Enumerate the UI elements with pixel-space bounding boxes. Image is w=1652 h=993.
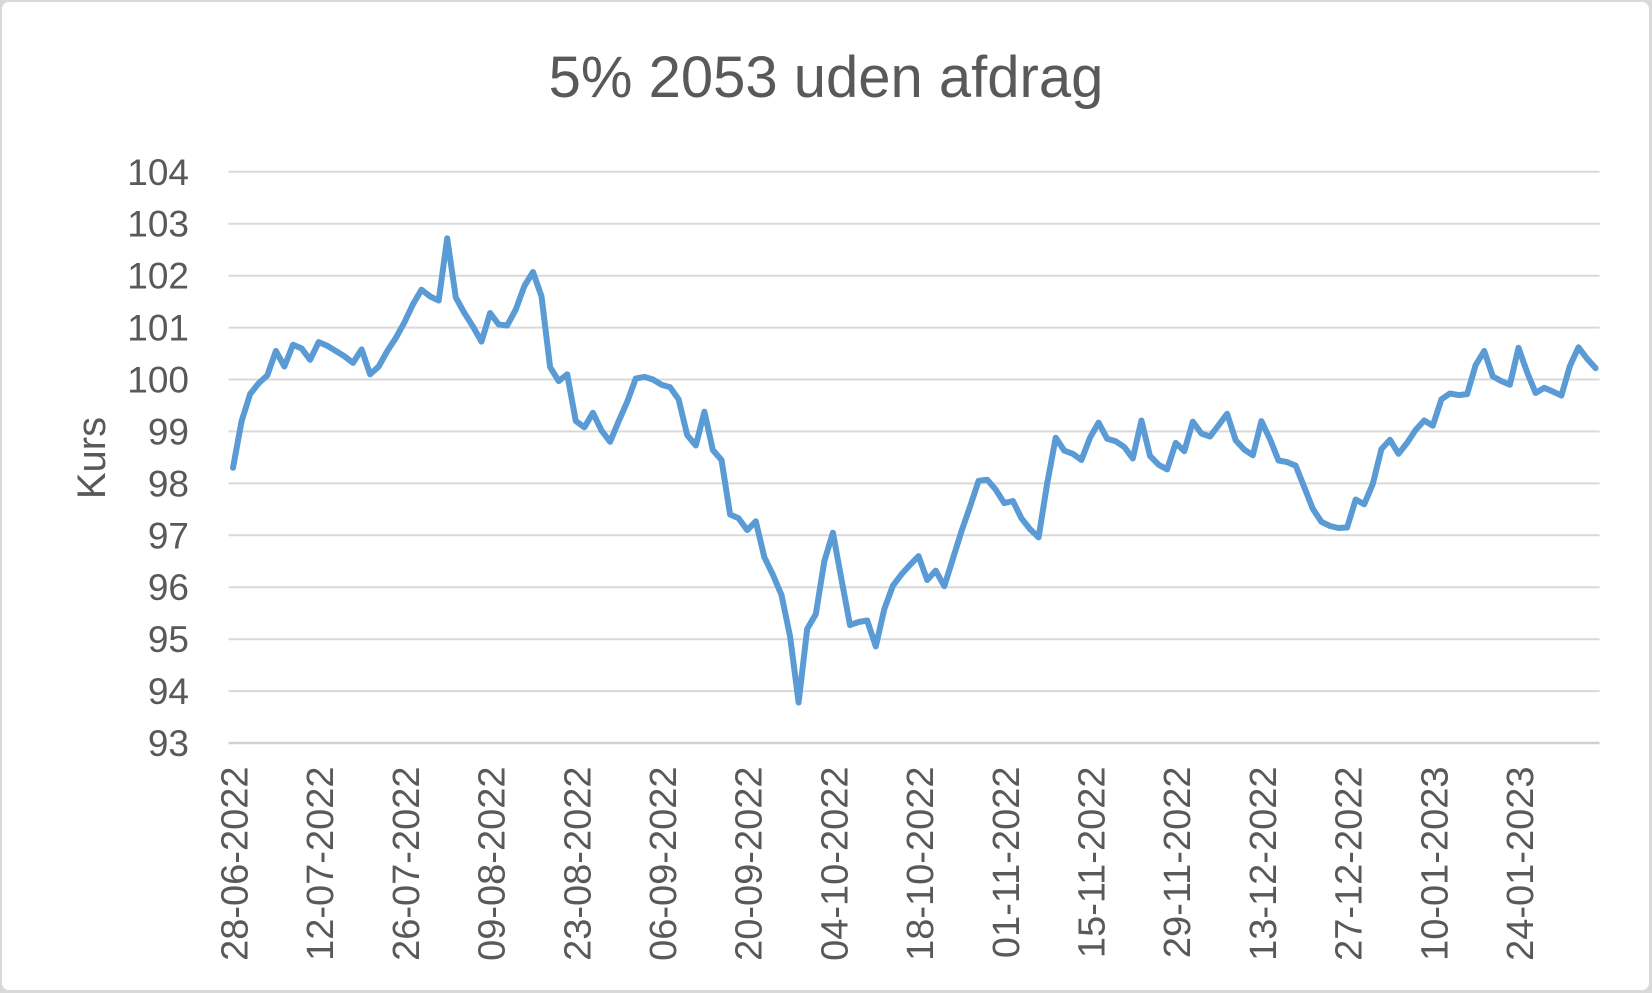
svg-text:18-10-2022: 18-10-2022	[900, 767, 942, 961]
svg-text:5% 2053 uden afdrag: 5% 2053 uden afdrag	[549, 45, 1104, 110]
svg-text:99: 99	[148, 411, 189, 452]
svg-text:06-09-2022: 06-09-2022	[643, 767, 685, 961]
svg-text:23-08-2022: 23-08-2022	[557, 767, 599, 961]
svg-text:102: 102	[127, 256, 189, 297]
svg-text:12-07-2022: 12-07-2022	[300, 767, 342, 961]
svg-text:26-07-2022: 26-07-2022	[386, 767, 428, 961]
svg-text:13-12-2022: 13-12-2022	[1243, 767, 1285, 961]
svg-text:04-10-2022: 04-10-2022	[814, 767, 856, 961]
svg-text:100: 100	[127, 360, 189, 401]
svg-text:97: 97	[148, 515, 189, 556]
svg-text:101: 101	[127, 308, 189, 349]
svg-text:93: 93	[148, 723, 189, 764]
svg-text:29-11-2022: 29-11-2022	[1157, 767, 1199, 959]
svg-text:94: 94	[148, 671, 189, 712]
svg-text:96: 96	[148, 567, 189, 608]
svg-text:95: 95	[148, 619, 189, 660]
svg-text:98: 98	[148, 463, 189, 504]
svg-text:20-09-2022: 20-09-2022	[729, 767, 771, 961]
svg-text:28-06-2022: 28-06-2022	[215, 767, 257, 961]
svg-text:103: 103	[127, 204, 189, 245]
svg-text:09-08-2022: 09-08-2022	[472, 767, 514, 961]
svg-text:24-01-2023: 24-01-2023	[1500, 767, 1542, 961]
svg-text:104: 104	[127, 152, 189, 193]
svg-text:27-12-2022: 27-12-2022	[1329, 767, 1371, 961]
svg-text:Kurs: Kurs	[70, 417, 114, 499]
svg-text:01-11-2022: 01-11-2022	[986, 767, 1028, 959]
svg-text:10-01-2023: 10-01-2023	[1414, 767, 1456, 961]
svg-text:15-11-2022: 15-11-2022	[1072, 767, 1114, 959]
